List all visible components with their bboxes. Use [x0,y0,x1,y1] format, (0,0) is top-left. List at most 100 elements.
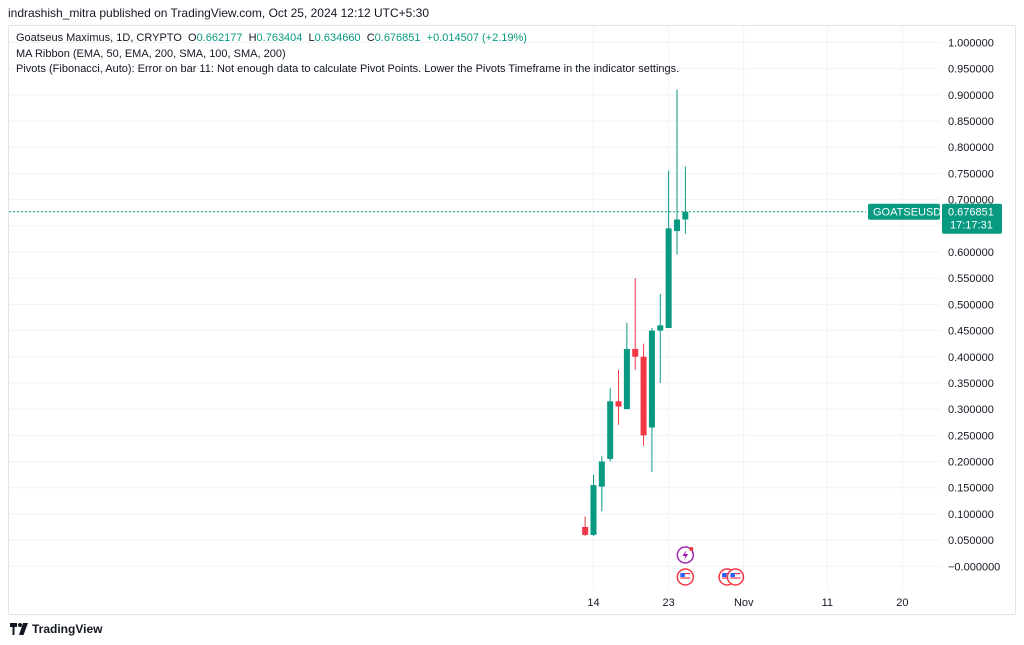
flag-circle [676,568,695,586]
price-tag-value: 0.676851 [948,207,994,219]
candle[interactable] [648,327,655,472]
candle[interactable] [657,293,664,383]
candle-body [623,348,630,410]
candle[interactable] [665,170,672,328]
candle-body [673,219,680,232]
close-value: 0.676851 [374,32,421,44]
chart-area[interactable]: 1.000000 0.950000 0.900000 0.850000 0.800000… [0,0,1024,620]
candle-body [648,330,655,428]
event-markers [676,546,745,586]
price-tag-background [942,203,1002,234]
pivots-indicator[interactable]: Pivots (Fibonacci, Auto): Error on bar 1… [16,63,680,75]
candle-body [640,356,647,436]
price-tick-label: 0.100000 [948,509,994,521]
flag-stripe [680,579,691,581]
flag-canton [680,573,685,577]
price-tick-label: 0.050000 [948,535,994,547]
open-value: 0.662177 [196,32,243,44]
price-tick-label: −0.000000 [948,561,1000,573]
tradingview-logo-icon [10,623,28,635]
time-tick-label: 11 [822,597,833,609]
flag-stripe [680,577,691,579]
candle[interactable] [590,474,597,536]
price-tick-label: 0.600000 [948,247,994,259]
price-tick-label: 0.850000 [948,116,994,128]
candle[interactable] [615,369,622,425]
flag-stripe [730,575,741,577]
candle-body [682,211,689,220]
candle-body [590,485,597,535]
flag-circle [726,568,745,586]
flag-stripe [680,573,691,575]
flag-stripe [680,575,691,577]
high-label: H [248,32,257,44]
price-tick-label: 0.300000 [948,404,994,416]
flash-dot [689,547,694,551]
price-tick-label: 0.250000 [948,430,994,442]
candle-body [582,527,589,535]
price-tick-label: 0.750000 [948,168,994,180]
chart-legend: Goatseus Maximus, 1D, CRYPTO O0.662177 H… [16,31,679,78]
candle[interactable] [673,89,680,255]
open-label: O [188,32,197,44]
candle[interactable] [598,456,605,512]
candle-body [598,461,605,487]
tradingview-footer[interactable]: TradingView [10,622,102,636]
candle-series [582,89,689,536]
flag-stripe [730,573,741,575]
flash-event-icon[interactable] [676,546,695,564]
time-tick-label: 23 [663,597,675,609]
close-label: C [366,32,375,44]
footer-brand: TradingView [32,622,103,636]
price-tick-label: 0.500000 [948,299,994,311]
flag-stripe [730,577,741,579]
bar-countdown: 17:17:31 [950,220,993,232]
low-label: L [308,32,315,44]
candle[interactable] [682,166,689,234]
candle-body [665,228,672,328]
price-tick-label: 0.400000 [948,352,994,364]
flag-stripe [730,579,741,581]
candle[interactable] [632,278,639,370]
symbol-name[interactable]: Goatseus Maximus, 1D, CRYPTO [16,32,182,44]
us-flag-event-icon[interactable] [676,568,695,586]
symbol-tag-background [868,203,940,220]
price-tick-label: 0.200000 [948,457,994,469]
candle-body [632,348,639,357]
candle-body [607,401,614,459]
flag-stripe [722,579,733,581]
time-tick-label: 20 [896,597,908,609]
high-value: 0.763404 [256,32,303,44]
us-flag-event-icon[interactable] [726,568,745,586]
candle-body [657,325,664,331]
chart-frame [8,25,1016,615]
price-tick-label: 0.700000 [948,195,994,207]
time-tick-label: 14 [587,597,599,609]
candle[interactable] [582,516,589,536]
price-tick-label: 0.450000 [948,326,994,338]
ma-ribbon-indicator[interactable]: MA Ribbon (EMA, 50, EMA, 200, SMA, 100, … [16,47,286,60]
candle[interactable] [607,388,614,462]
price-tick-label: 1.000000 [948,37,994,49]
price-tick-label: 0.550000 [948,273,994,285]
time-axis: 14 23 Nov 11 20 [587,597,908,609]
flag-canton [722,573,727,577]
symbol-tag-label: GOATSEUSD [873,207,941,219]
last-price-tag: GOATSEUSD 0.676851 17:17:31 [868,203,1002,234]
candle[interactable] [640,343,647,446]
symbol-legend-row: Goatseus Maximus, 1D, CRYPTO O0.662177 H… [16,31,679,47]
flag-stripe [722,573,733,575]
price-tick-label: 0.350000 [948,378,994,390]
grid-lines [9,26,940,588]
flash-bolt [682,550,689,560]
candle-body [615,401,622,407]
published-by-line: indrashish_mitra published on TradingVie… [8,6,430,20]
price-tick-label: 0.900000 [948,90,994,102]
flag-canton [730,573,735,577]
low-value: 0.634660 [314,32,361,44]
price-axis: 1.000000 0.950000 0.900000 0.850000 0.800000… [948,37,1000,573]
candle[interactable] [623,322,630,410]
price-tick-label: 0.800000 [948,142,994,154]
change-value: +0.014507 (+2.19%) [426,32,527,44]
price-tick-label: 0.950000 [948,64,994,76]
